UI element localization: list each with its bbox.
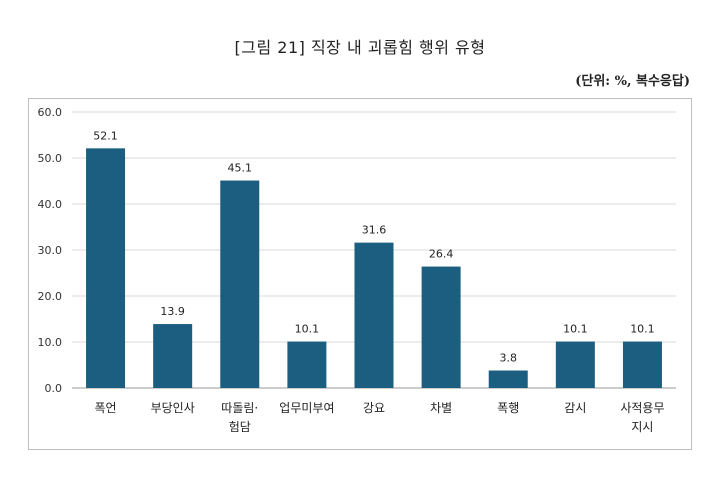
category-label: 폭행 bbox=[497, 400, 519, 415]
bar bbox=[287, 341, 327, 388]
data-label: 45.1 bbox=[228, 162, 253, 175]
y-tick-label: 30.0 bbox=[38, 244, 63, 257]
category-label: 감시 bbox=[564, 401, 586, 415]
bar bbox=[220, 180, 260, 388]
category-label: 강요 bbox=[363, 401, 385, 415]
data-label: 26.4 bbox=[429, 248, 454, 261]
category-label: 지시 bbox=[631, 420, 653, 434]
bar bbox=[153, 324, 193, 388]
y-tick-label: 10.0 bbox=[38, 336, 63, 349]
data-label: 10.1 bbox=[563, 323, 588, 336]
data-label: 10.1 bbox=[630, 323, 655, 336]
category-label: 험담 bbox=[229, 420, 251, 434]
bar bbox=[622, 341, 662, 388]
data-label: 10.1 bbox=[295, 323, 320, 336]
y-tick-label: 0.0 bbox=[45, 382, 63, 395]
bar bbox=[555, 341, 595, 388]
bar bbox=[421, 266, 461, 388]
y-tick-label: 60.0 bbox=[38, 106, 63, 119]
category-label: 폭언 bbox=[95, 401, 117, 415]
unit-note: (단위: %, 복수응답) bbox=[575, 74, 690, 89]
category-label: 부당인사 bbox=[151, 401, 195, 415]
data-label: 13.9 bbox=[160, 305, 185, 318]
category-label: 사적용무 bbox=[620, 401, 664, 415]
bar bbox=[488, 370, 528, 388]
category-label: 따돌림· bbox=[221, 401, 258, 415]
y-tick-label: 40.0 bbox=[38, 198, 63, 211]
category-label: 차별 bbox=[430, 401, 452, 415]
data-label: 31.6 bbox=[362, 224, 387, 237]
data-label: 52.1 bbox=[93, 129, 118, 142]
chart-title: [그림 21] 직장 내 괴롭힘 행위 유형 bbox=[234, 38, 486, 57]
y-tick-label: 20.0 bbox=[38, 290, 63, 303]
data-label: 3.8 bbox=[499, 352, 517, 365]
category-label: 업무미부여 bbox=[279, 401, 334, 415]
bar bbox=[86, 148, 126, 388]
y-tick-label: 50.0 bbox=[38, 152, 63, 165]
bar bbox=[354, 242, 394, 388]
